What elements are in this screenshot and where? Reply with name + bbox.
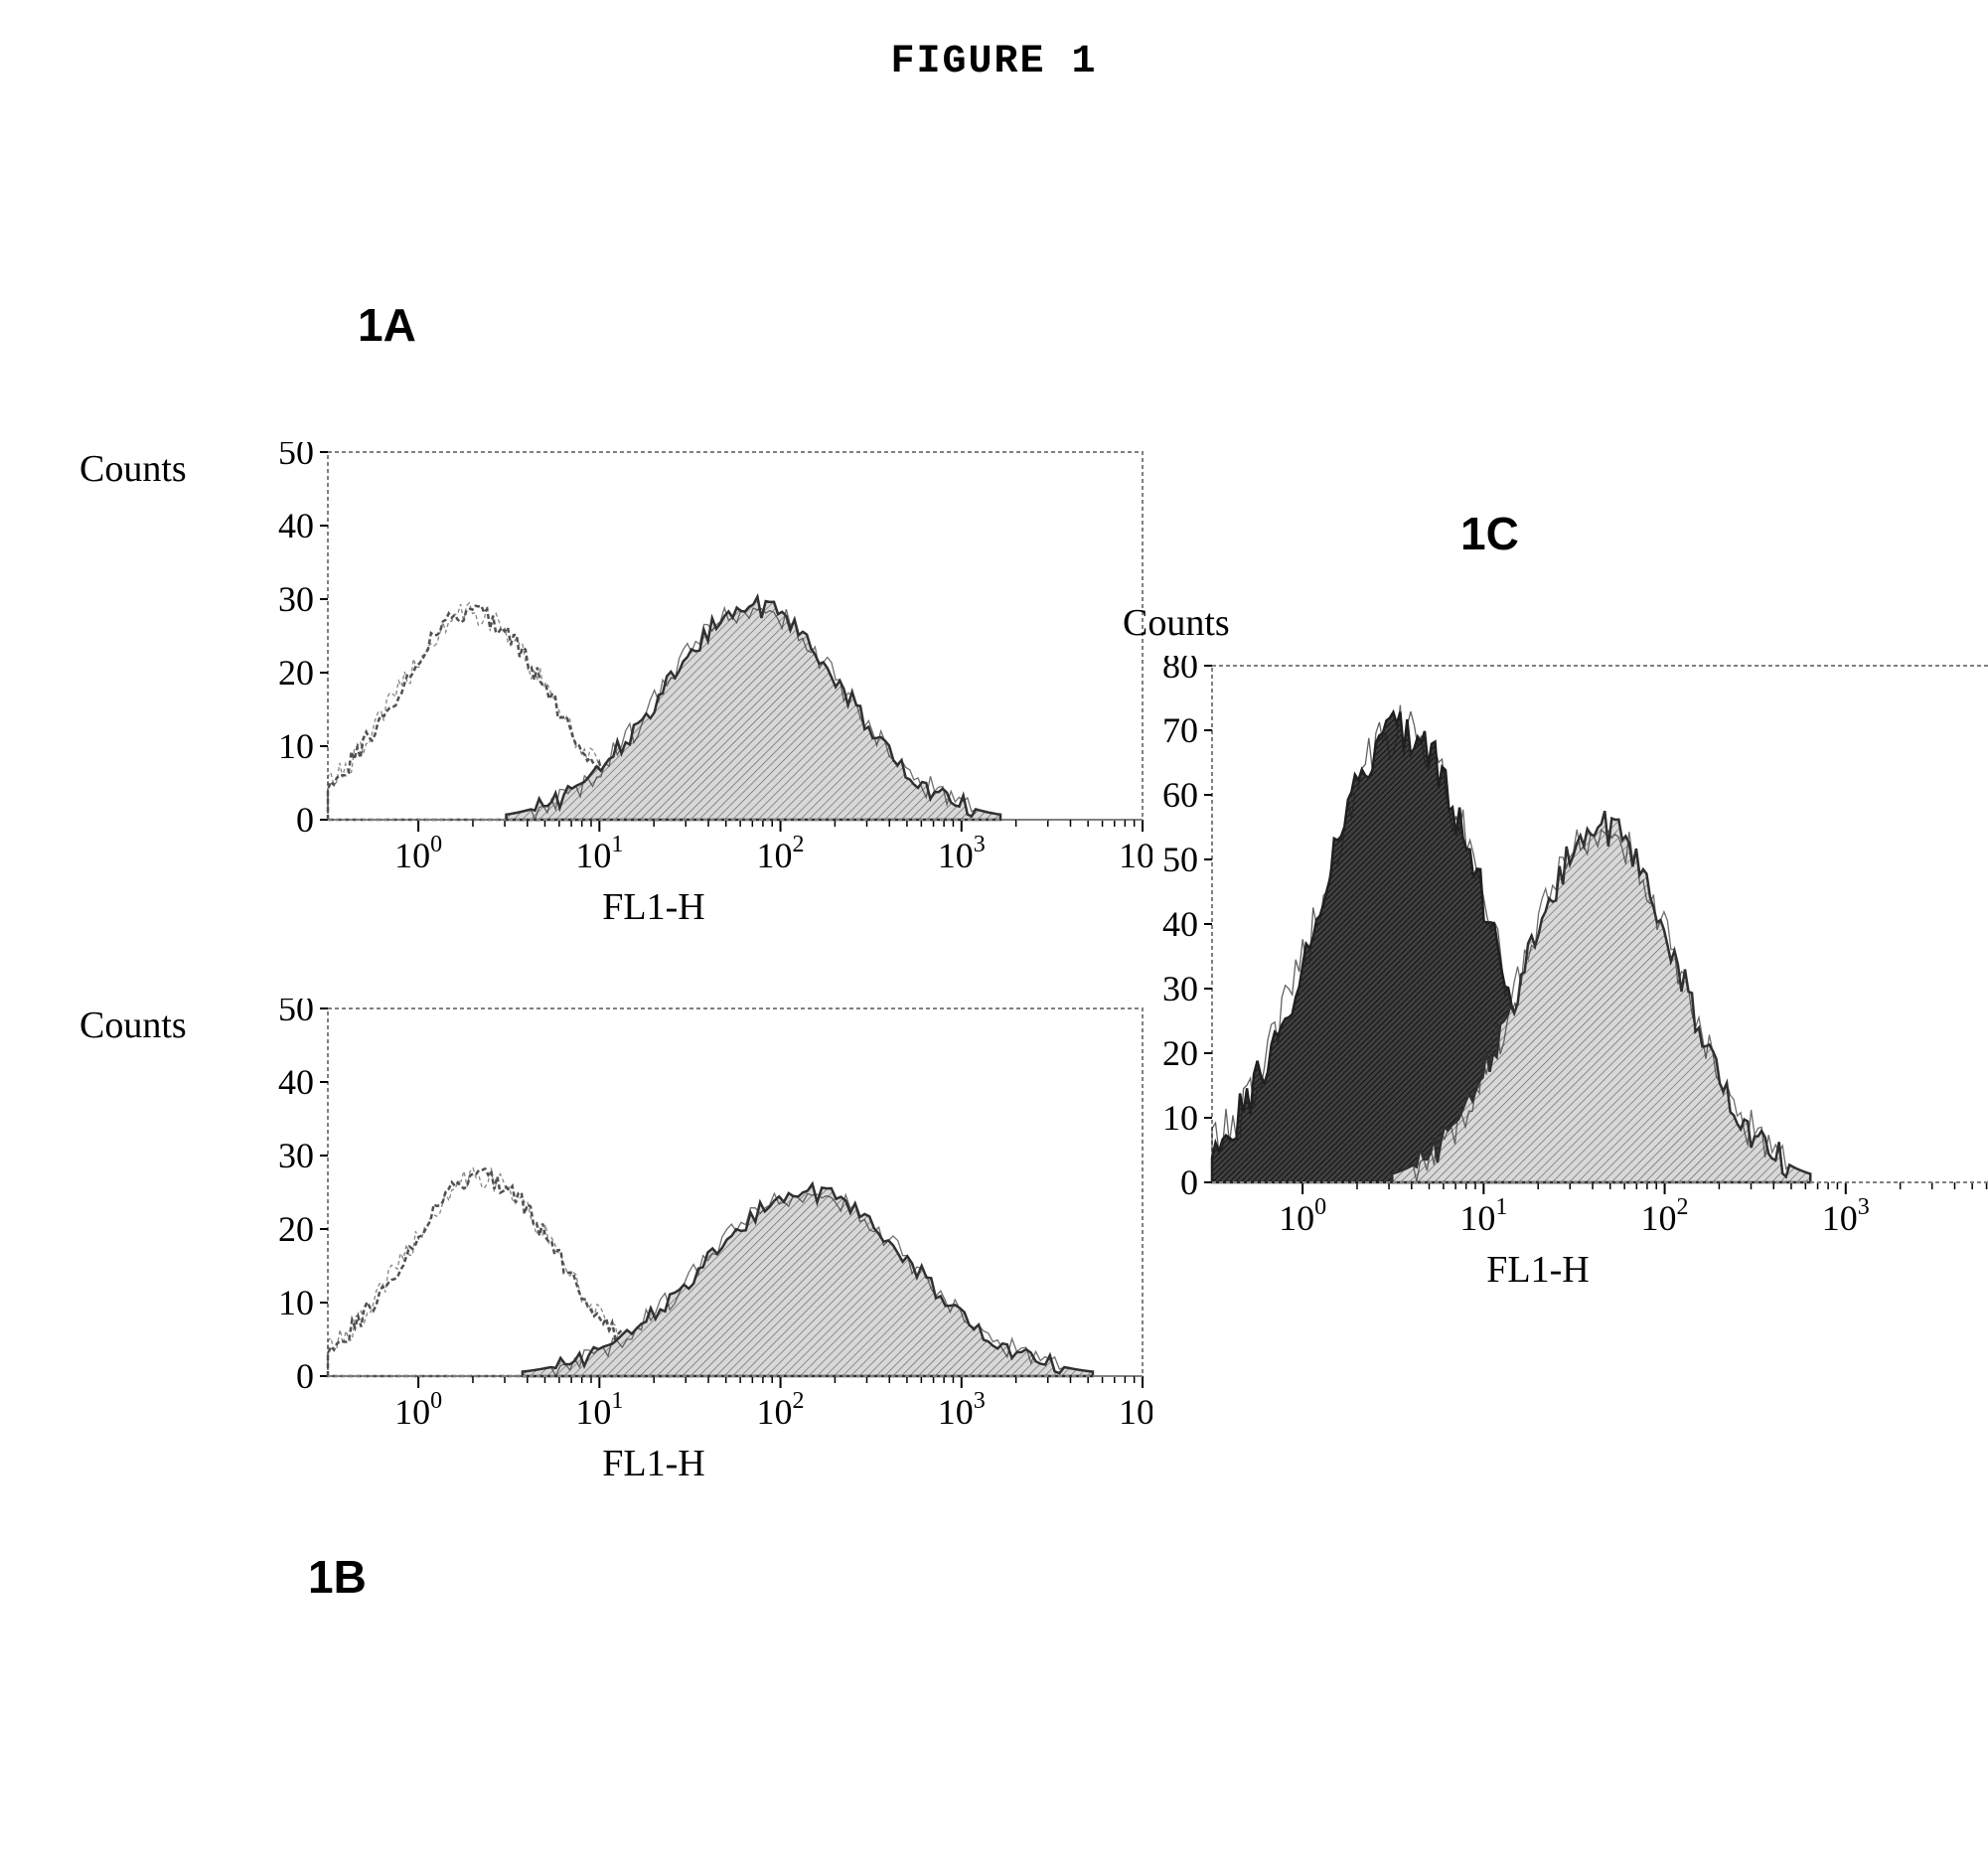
- svg-text:30: 30: [1162, 969, 1198, 1008]
- svg-text:100: 100: [1279, 1194, 1326, 1238]
- histogram-plot-1b: 0 10 20 30 40 50 100 101 102 103 104 FL1-H: [258, 999, 1152, 1500]
- svg-text:40: 40: [278, 1062, 314, 1102]
- svg-text:103: 103: [938, 1388, 986, 1432]
- svg-text:10: 10: [1162, 1098, 1198, 1138]
- svg-text:102: 102: [1641, 1194, 1689, 1238]
- panel-label-1c: 1C: [1460, 507, 1519, 560]
- svg-text:100: 100: [394, 1388, 442, 1432]
- histogram-plot-1a: 01020304050100101102103104FL1-H: [258, 442, 1152, 944]
- svg-text:50: 50: [278, 999, 314, 1028]
- svg-text:FL1-H: FL1-H: [602, 1443, 704, 1484]
- y-axis-label-A: Counts: [79, 447, 187, 491]
- histogram-plot-1c: 01020304050607080100101102103104FL1-H: [1143, 656, 1988, 1307]
- svg-text:10: 10: [278, 726, 314, 766]
- svg-text:101: 101: [575, 1388, 623, 1432]
- svg-text:20: 20: [278, 653, 314, 693]
- svg-text:FL1-H: FL1-H: [602, 886, 704, 928]
- svg-text:40: 40: [1162, 904, 1198, 944]
- svg-text:0: 0: [296, 800, 314, 840]
- svg-text:102: 102: [757, 1388, 805, 1432]
- svg-text:20: 20: [1162, 1033, 1198, 1073]
- svg-text:100: 100: [394, 832, 442, 875]
- svg-text:80: 80: [1162, 656, 1198, 686]
- svg-text:101: 101: [1459, 1194, 1507, 1238]
- svg-text:40: 40: [278, 506, 314, 545]
- panel-label-1b: 1B: [308, 1550, 367, 1604]
- histogram-peak: [523, 1184, 1093, 1376]
- svg-text:0: 0: [1180, 1162, 1198, 1202]
- svg-text:101: 101: [575, 832, 623, 875]
- panel-label-1a: 1A: [358, 298, 416, 352]
- svg-text:103: 103: [938, 832, 986, 875]
- svg-text:30: 30: [278, 1136, 314, 1175]
- y-axis-label-C: Counts: [1123, 601, 1230, 645]
- svg-text:FL1-H: FL1-H: [1486, 1249, 1589, 1291]
- svg-text:70: 70: [1162, 710, 1198, 750]
- figure-page: FIGURE 1 1A Counts 010203040501001011021…: [0, 0, 1988, 1857]
- svg-text:30: 30: [278, 579, 314, 619]
- svg-text:50: 50: [278, 442, 314, 472]
- svg-text:104: 104: [1119, 1388, 1152, 1432]
- y-axis-label-B: Counts: [79, 1004, 187, 1047]
- svg-text:50: 50: [1162, 840, 1198, 879]
- figure-title: FIGURE 1: [0, 40, 1988, 84]
- svg-text:0: 0: [296, 1356, 314, 1396]
- svg-text:10: 10: [278, 1283, 314, 1322]
- svg-text:60: 60: [1162, 775, 1198, 815]
- svg-text:103: 103: [1822, 1194, 1870, 1238]
- histogram-peak: [506, 597, 1000, 820]
- svg-text:20: 20: [278, 1209, 314, 1249]
- svg-text:102: 102: [757, 832, 805, 875]
